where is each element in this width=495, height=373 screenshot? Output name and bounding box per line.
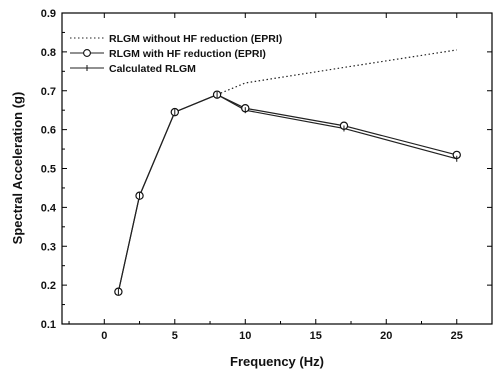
y-tick-label: 0.2 [41, 280, 56, 292]
legend-label-1: RLGM with HF reduction (EPRI) [109, 48, 266, 60]
x-tick-label: 25 [451, 330, 463, 342]
y-tick-label: 0.9 [41, 8, 56, 20]
y-axis-ticks: 0.1 0.2 0.3 0.4 0.5 0.6 0.7 0.8 0.9 [41, 8, 492, 331]
legend-label-0: RLGM without HF reduction (EPRI) [109, 33, 282, 45]
series-line-2 [117, 93, 457, 292]
y-tick-label: 0.1 [41, 319, 56, 331]
legend-marker-circle [83, 49, 91, 57]
y-tick-label: 0.5 [41, 164, 56, 176]
x-tick-label: 10 [239, 330, 251, 342]
x-tick-label: 15 [310, 330, 322, 342]
x-tick-label: 5 [172, 330, 178, 342]
series-line-0 [216, 49, 457, 96]
y-tick-label: 0.6 [41, 125, 56, 137]
series-layer [114, 49, 461, 296]
legend-label-2: Calculated RLGM [109, 63, 196, 75]
x-tick-label: 20 [380, 330, 392, 342]
legend: RLGM without HF reduction (EPRI) RLGM wit… [70, 33, 282, 75]
y-tick-label: 0.3 [41, 241, 56, 253]
y-tick-label: 0.8 [41, 47, 56, 59]
y-tick-label: 0.4 [41, 202, 57, 214]
x-axis-title: Frequency (Hz) [230, 354, 324, 369]
x-axis-ticks: 0 5 10 15 20 25 [68, 13, 463, 342]
y-tick-label: 0.7 [41, 86, 56, 98]
y-axis-title: Spectral Acceleration (g) [10, 92, 25, 245]
x-tick-label: 0 [101, 330, 107, 342]
